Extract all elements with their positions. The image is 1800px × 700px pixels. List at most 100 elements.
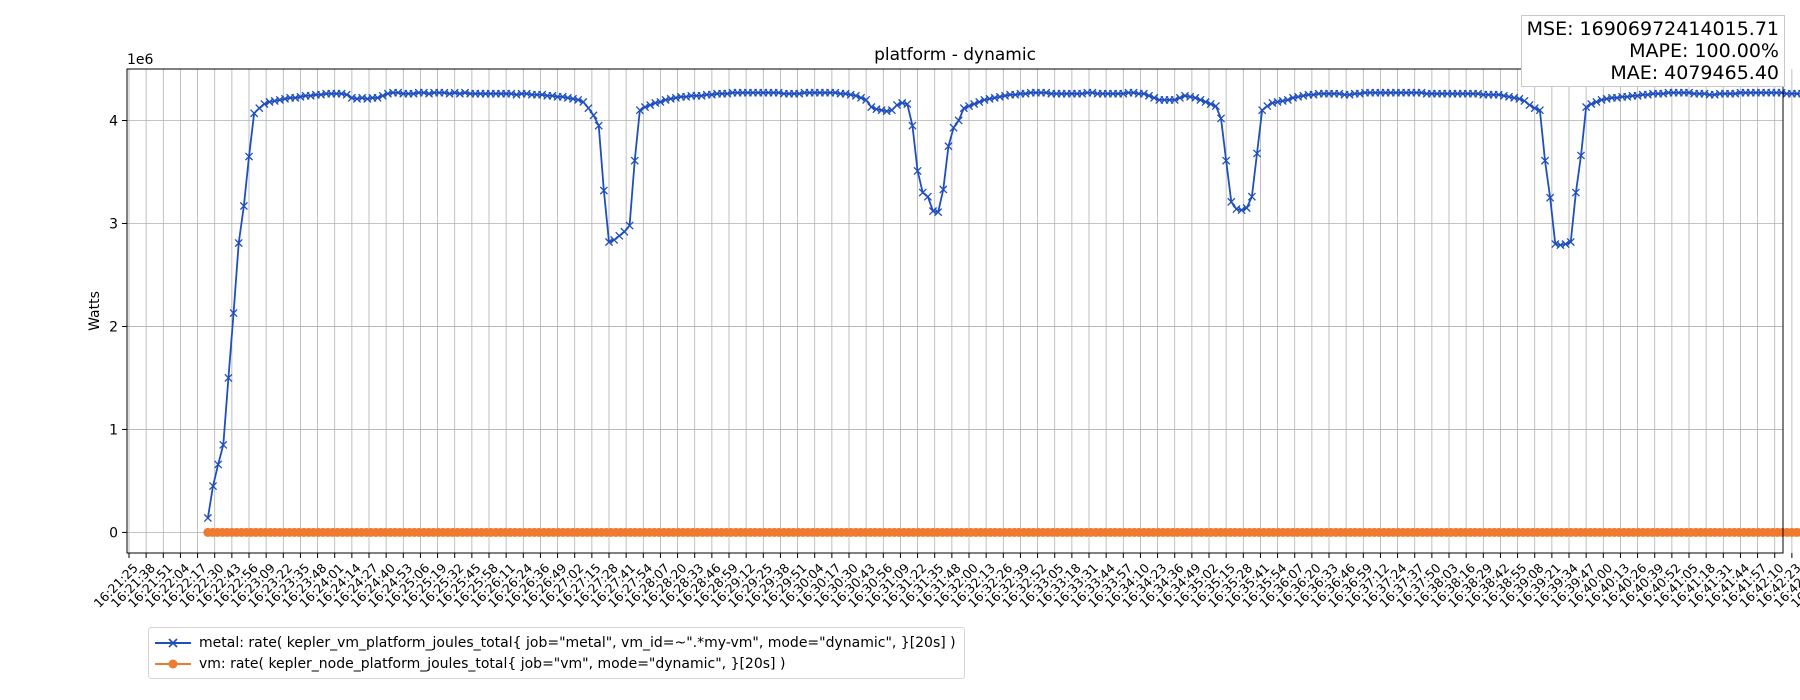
data-point-metal bbox=[964, 102, 974, 111]
data-point-metal bbox=[1211, 102, 1220, 111]
data-point-metal bbox=[1252, 149, 1262, 158]
data-point-metal bbox=[1258, 106, 1267, 115]
data-point-metal bbox=[203, 513, 212, 523]
data-point-metal bbox=[1587, 99, 1596, 109]
data-point-metal bbox=[646, 100, 655, 110]
data-point-metal bbox=[908, 121, 917, 130]
data-point-metal bbox=[378, 91, 387, 100]
legend-entry-metal: metal: rate( kepler_vm_platform_joules_t… bbox=[155, 632, 956, 653]
legend-entry-vm: vm: rate( kepler_node_platform_joules_to… bbox=[155, 653, 956, 674]
data-point-metal bbox=[208, 482, 218, 491]
data-point-vm bbox=[1796, 528, 1800, 537]
data-point-metal bbox=[1520, 96, 1529, 105]
legend-marker-circle-icon bbox=[155, 659, 191, 668]
legend-label-metal: metal: rate( kepler_vm_platform_joules_t… bbox=[199, 634, 956, 651]
data-point-metal bbox=[599, 186, 608, 195]
error-metrics-box: MSE: 16906972414015.71 MAPE: 100.00% MAE… bbox=[1520, 15, 1785, 87]
y-tick-label: 0 bbox=[109, 525, 118, 541]
data-point-metal bbox=[867, 103, 876, 112]
data-point-metal bbox=[219, 440, 228, 449]
data-point-metal bbox=[1206, 99, 1215, 109]
data-point-metal bbox=[1566, 237, 1575, 247]
data-point-metal bbox=[625, 221, 634, 230]
data-point-metal bbox=[1530, 104, 1539, 113]
data-point-metal bbox=[1540, 156, 1550, 165]
data-point-metal bbox=[610, 235, 619, 245]
y-tick-label: 2 bbox=[109, 319, 118, 335]
data-point-metal bbox=[913, 166, 922, 176]
data-point-metal bbox=[260, 99, 269, 109]
data-point-metal bbox=[975, 97, 984, 107]
axes-frame bbox=[126, 68, 1784, 554]
data-point-metal bbox=[1242, 203, 1251, 213]
data-point-metal bbox=[229, 309, 238, 318]
data-point-metal bbox=[373, 93, 382, 102]
data-point-metal bbox=[214, 460, 223, 469]
data-point-metal bbox=[892, 100, 902, 110]
data-point-metal bbox=[1191, 93, 1200, 102]
data-point-metal bbox=[1150, 93, 1159, 102]
data-point-metal bbox=[954, 116, 963, 125]
data-point-metal bbox=[959, 104, 968, 113]
data-point-metal bbox=[851, 91, 860, 100]
data-point-metal bbox=[604, 237, 614, 247]
x-axis: 16:21:2516:21:3816:21:5116:22:0416:22:17… bbox=[91, 553, 1800, 611]
series-line-metal bbox=[206, 91, 1800, 519]
data-point-metal bbox=[1175, 93, 1184, 102]
data-point-metal bbox=[1139, 89, 1148, 98]
data-point-metal bbox=[640, 103, 650, 112]
data-point-metal bbox=[342, 90, 351, 99]
data-point-metal bbox=[939, 185, 948, 194]
data-point-metal bbox=[1196, 95, 1205, 104]
mse-value: MSE: 16906972414015.71 bbox=[1526, 18, 1779, 40]
data-point-metal bbox=[944, 142, 953, 151]
legend-label-vm: vm: rate( kepler_node_platform_joules_to… bbox=[199, 655, 786, 672]
data-point-metal bbox=[862, 95, 871, 104]
data-point-metal bbox=[1525, 100, 1534, 110]
data-point-metal bbox=[1576, 151, 1586, 160]
y-axis-label: Watts bbox=[87, 291, 103, 331]
grid bbox=[127, 69, 1793, 553]
chart-title: platform - dynamic bbox=[874, 45, 1036, 65]
data-point-metal bbox=[856, 93, 866, 102]
data-point-metal bbox=[244, 152, 254, 161]
data-point-metal bbox=[255, 104, 264, 113]
data-point-metal bbox=[1515, 94, 1524, 103]
data-point-metal bbox=[589, 111, 598, 120]
data-point-metal bbox=[1571, 188, 1580, 197]
data-point-metal bbox=[1227, 197, 1236, 206]
data-point-metal bbox=[234, 238, 243, 248]
data-point-metal bbox=[239, 201, 248, 211]
data-point-metal bbox=[620, 227, 629, 236]
data-point-metal bbox=[594, 121, 603, 130]
data-point-metal bbox=[970, 99, 979, 109]
mape-value: MAPE: 100.00% bbox=[1629, 40, 1779, 62]
data-point-metal bbox=[1216, 114, 1226, 123]
data-point-metal bbox=[1222, 156, 1231, 165]
legend-marker-x-icon bbox=[155, 637, 191, 648]
y-tick-label: 3 bbox=[109, 216, 118, 232]
y-axis: 0 1 2 3 4 bbox=[109, 113, 127, 541]
data-point-metal bbox=[630, 156, 639, 165]
data-point-metal bbox=[615, 231, 624, 240]
data-point-metal bbox=[918, 188, 927, 197]
data-point-metal bbox=[1263, 102, 1272, 111]
data-point-metal bbox=[1561, 240, 1570, 249]
data-point-metal bbox=[1592, 97, 1601, 107]
data-point-metal bbox=[1535, 106, 1544, 115]
data-point-metal bbox=[574, 95, 583, 104]
data-point-metal bbox=[949, 123, 958, 132]
y-tick-label: 1 bbox=[109, 422, 118, 438]
mae-value: MAE: 4079465.40 bbox=[1610, 62, 1779, 84]
data-point-metal bbox=[1170, 95, 1179, 104]
data-point-metal bbox=[1283, 95, 1292, 104]
data-point-metal bbox=[224, 373, 233, 382]
data-point-metal bbox=[1201, 97, 1210, 107]
legend: metal: rate( kepler_vm_platform_joules_t… bbox=[148, 627, 965, 679]
data-point-metal bbox=[934, 208, 943, 217]
data-point-metal bbox=[903, 99, 912, 109]
data-point-metal bbox=[1144, 91, 1154, 100]
y-offset-label: 1e6 bbox=[127, 52, 154, 68]
series-area bbox=[203, 88, 1800, 537]
